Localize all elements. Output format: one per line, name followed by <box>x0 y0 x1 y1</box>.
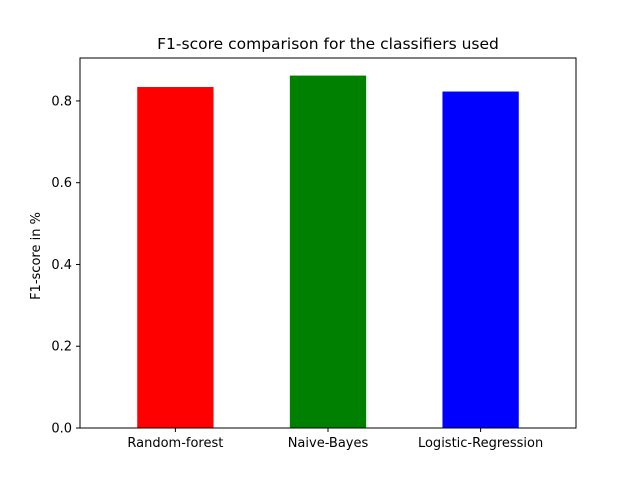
x-tick-label: Naive-Bayes <box>288 436 369 451</box>
bar-naive-bayes <box>289 75 367 428</box>
x-tick-label: Logistic-Regression <box>418 436 543 451</box>
plot-frame <box>79 57 577 429</box>
y-tick-label: 0.6 <box>51 176 72 191</box>
x-tick-label: Random-forest <box>127 436 223 451</box>
bar-logistic-regression <box>442 91 519 428</box>
y-tick-label: 0.4 <box>51 258 72 273</box>
y-axis: 0.0 0.2 0.4 0.6 0.8 <box>51 94 80 437</box>
y-tick-label: 0.2 <box>51 340 72 355</box>
bar-random-forest <box>137 87 214 429</box>
y-tick-label: 0.0 <box>51 422 72 437</box>
chart-title: F1-score comparison for the classifiers … <box>157 35 499 53</box>
x-axis: Random-forest Naive-Bayes Logistic-Regress… <box>127 428 543 451</box>
bars-group <box>137 75 519 429</box>
y-axis-label: F1-score in % <box>29 212 44 300</box>
y-tick-label: 0.8 <box>51 94 72 109</box>
